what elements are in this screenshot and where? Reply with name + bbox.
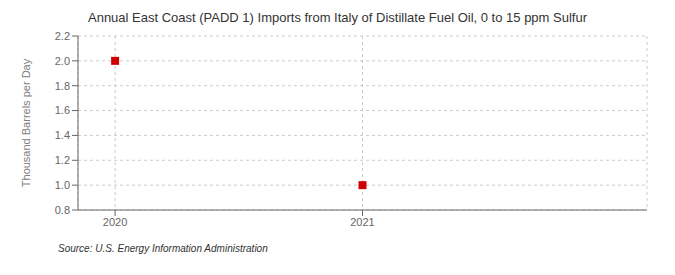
svg-text:1.6: 1.6 <box>55 104 70 116</box>
html-text:Annual East Coast (PADD 1) Imp: Annual East Coast (PADD 1) Imports from … <box>88 10 587 25</box>
svg-text:2021: 2021 <box>350 216 374 228</box>
svg-text:1.4: 1.4 <box>55 129 70 141</box>
svg-text:1.0: 1.0 <box>55 179 70 191</box>
svg-text:1.8: 1.8 <box>55 80 70 92</box>
svg-text:2020: 2020 <box>103 216 127 228</box>
html-text:Source: U.S. Energy Informatio: Source: U.S. Energy Information Administ… <box>58 243 268 254</box>
svg-text:Thousand Barrels per Day: Thousand Barrels per Day <box>20 58 32 187</box>
svg-text:0.8: 0.8 <box>55 204 70 216</box>
svg-text:1.2: 1.2 <box>55 154 70 166</box>
svg-text:2.2: 2.2 <box>55 30 70 42</box>
svg-text:2.0: 2.0 <box>55 55 70 67</box>
